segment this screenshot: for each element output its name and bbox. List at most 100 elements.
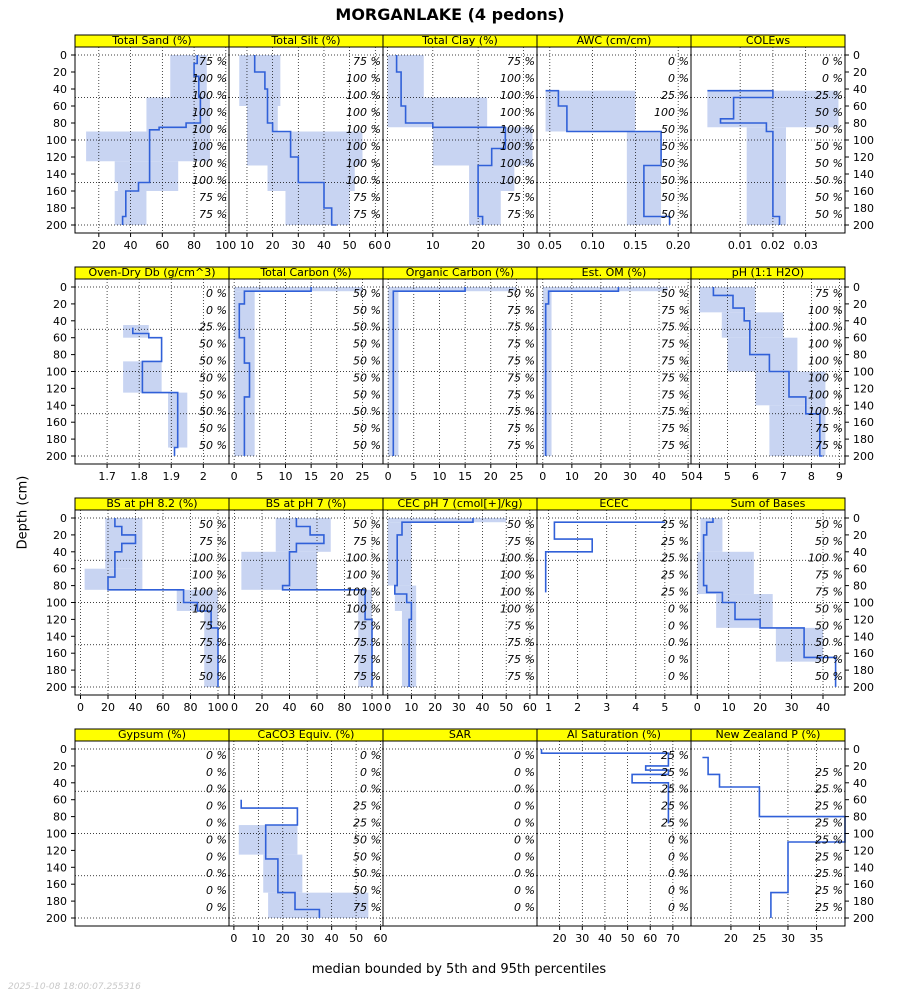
pct-label: 75 % <box>661 338 689 351</box>
pct-label: 50 % <box>353 371 381 384</box>
pct-label: 50 % <box>815 123 843 136</box>
pct-label: 50 % <box>199 422 227 435</box>
pct-label: 75 % <box>815 422 843 435</box>
pct-label: 25 % <box>815 766 843 779</box>
x-tick-label: 20 <box>594 470 608 483</box>
pct-label: 75 % <box>199 208 227 221</box>
pct-label: 50 % <box>815 191 843 204</box>
depth-tick-label: 0 <box>60 281 67 294</box>
depth-tick-label: 60 <box>853 563 867 576</box>
pct-label: 25 % <box>815 89 843 102</box>
pct-label: 100 % <box>346 72 381 85</box>
panel-sum-of-bases: Sum of Bases 50 % 50 % 100 % 75 % 75 % 50 % 50 … <box>690 497 874 714</box>
pct-label: 100 % <box>192 602 227 615</box>
x-axis-label: median bounded by 5th and 95th percentil… <box>311 962 607 977</box>
pct-label: 0 % <box>668 602 689 615</box>
x-tick-label: 8 <box>808 470 815 483</box>
pct-label: 100 % <box>192 89 227 102</box>
depth-tick-label: 180 <box>853 433 874 446</box>
pct-label: 75 % <box>661 321 689 334</box>
pct-label: 25 % <box>661 800 689 813</box>
pct-label: 0 % <box>514 867 535 880</box>
panel-title: Sum of Bases <box>731 497 806 510</box>
x-tick-label: 25 <box>355 470 369 483</box>
x-tick-label: 5 <box>661 701 668 714</box>
panel-title: Est. OM (%) <box>582 266 647 279</box>
pct-label: 75 % <box>199 619 227 632</box>
pct-label: 0 % <box>514 817 535 830</box>
pct-label: 75 % <box>199 653 227 666</box>
pct-label: 75 % <box>815 287 843 300</box>
pct-label: 0 % <box>360 783 381 796</box>
pct-label: 0 % <box>822 55 843 68</box>
depth-tick-label: 20 <box>853 298 867 311</box>
pct-label: 100 % <box>192 586 227 599</box>
panel-gypsum: Gypsum (%) 0 % 0 % 0 % 0 % 0 % 0 % 0 % 0 % 0 % 0 %… <box>46 728 230 927</box>
pct-label: 0 % <box>206 800 227 813</box>
x-tick-label: 0 <box>231 701 238 714</box>
pct-label: 75 % <box>199 191 227 204</box>
percentile-band <box>394 585 417 611</box>
depth-tick-label: 200 <box>46 450 67 463</box>
pct-label: 100 % <box>346 569 381 582</box>
x-tick-label: 60 <box>523 701 537 714</box>
x-tick-label: 20 <box>753 701 767 714</box>
x-tick-label: 60 <box>368 239 382 252</box>
pct-label: 100 % <box>192 569 227 582</box>
percentile-band <box>469 165 515 191</box>
panel-title: pH (1:1 H2O) <box>732 266 804 279</box>
x-tick-label: 5 <box>256 470 263 483</box>
depth-tick-label: 140 <box>853 399 874 412</box>
panel-total-sand: Total Sand (%) 75 % 100 % 100 % 100 % 100 % 10… <box>46 34 236 252</box>
x-tick-label: 0.15 <box>623 239 648 252</box>
pct-label: 25 % <box>815 783 843 796</box>
pct-label: 75 % <box>507 619 535 632</box>
depth-tick-label: 60 <box>53 563 67 576</box>
pct-label: 75 % <box>507 355 535 368</box>
pct-label: 75 % <box>507 388 535 401</box>
panel-total-clay: Total Clay (%) 75 % 100 % 100 % 100 % 100 % 10… <box>382 34 538 252</box>
pct-label: 0 % <box>206 884 227 897</box>
panel-caco3-equiv: CaCO3 Equiv. (%) 0 % 0 % 0 % 25 % 25 % 50 % 50 … <box>228 728 388 945</box>
pct-label: 100 % <box>654 106 689 119</box>
depth-tick-label: 80 <box>853 580 867 593</box>
depth-tick-label: 0 <box>60 49 67 62</box>
x-tick-label: 100 <box>215 239 236 252</box>
pct-label: 100 % <box>346 140 381 153</box>
percentile-band <box>542 287 668 292</box>
depth-tick-label: 80 <box>53 811 67 824</box>
median-line <box>544 521 665 593</box>
x-tick-label: 40 <box>129 701 143 714</box>
depth-tick-label: 40 <box>53 546 67 559</box>
depth-tick-label: 100 <box>46 134 67 147</box>
panel-ecec: ECEC 25 % 25 % 25 % 25 % 25 % 0 % 0 % 0 % 0 % 0 % 1… <box>536 497 692 714</box>
pct-label: 50 % <box>815 518 843 531</box>
pct-label: 0 % <box>206 901 227 914</box>
x-tick-label: 0 <box>384 239 391 252</box>
percentile-band <box>234 287 363 292</box>
pct-label: 50 % <box>353 388 381 401</box>
pct-label: 0 % <box>514 850 535 863</box>
depth-tick-label: 180 <box>46 664 67 677</box>
x-tick-label: 70 <box>666 932 680 945</box>
x-tick-label: 10 <box>722 701 736 714</box>
depth-tick-label: 0 <box>60 743 67 756</box>
pct-label: 75 % <box>199 535 227 548</box>
pct-label: 75 % <box>353 191 381 204</box>
depth-tick-label: 60 <box>53 794 67 807</box>
pct-label: 100 % <box>808 355 843 368</box>
panel-bs-at-ph-7: BS at pH 7 (%) 50 % 75 % 100 % 100 % 100 % 100… <box>228 497 384 714</box>
x-tick-label: 40 <box>476 701 490 714</box>
x-tick-label: 0.05 <box>538 239 563 252</box>
depth-tick-label: 0 <box>853 49 860 62</box>
pct-label: 25 % <box>661 817 689 830</box>
panel-oven-dry-db-g-cm-3: Oven-Dry Db (g/cm^3) 0 % 0 % 25 % 50 % 50 % 50… <box>46 266 230 483</box>
pct-label: 75 % <box>815 569 843 582</box>
pct-label: 50 % <box>815 636 843 649</box>
pct-label: 100 % <box>500 174 535 187</box>
pct-label: 50 % <box>353 405 381 418</box>
depth-tick-label: 200 <box>853 912 874 925</box>
depth-tick-label: 80 <box>53 117 67 130</box>
x-tick-label: 10 <box>240 239 254 252</box>
pct-label: 75 % <box>507 304 535 317</box>
